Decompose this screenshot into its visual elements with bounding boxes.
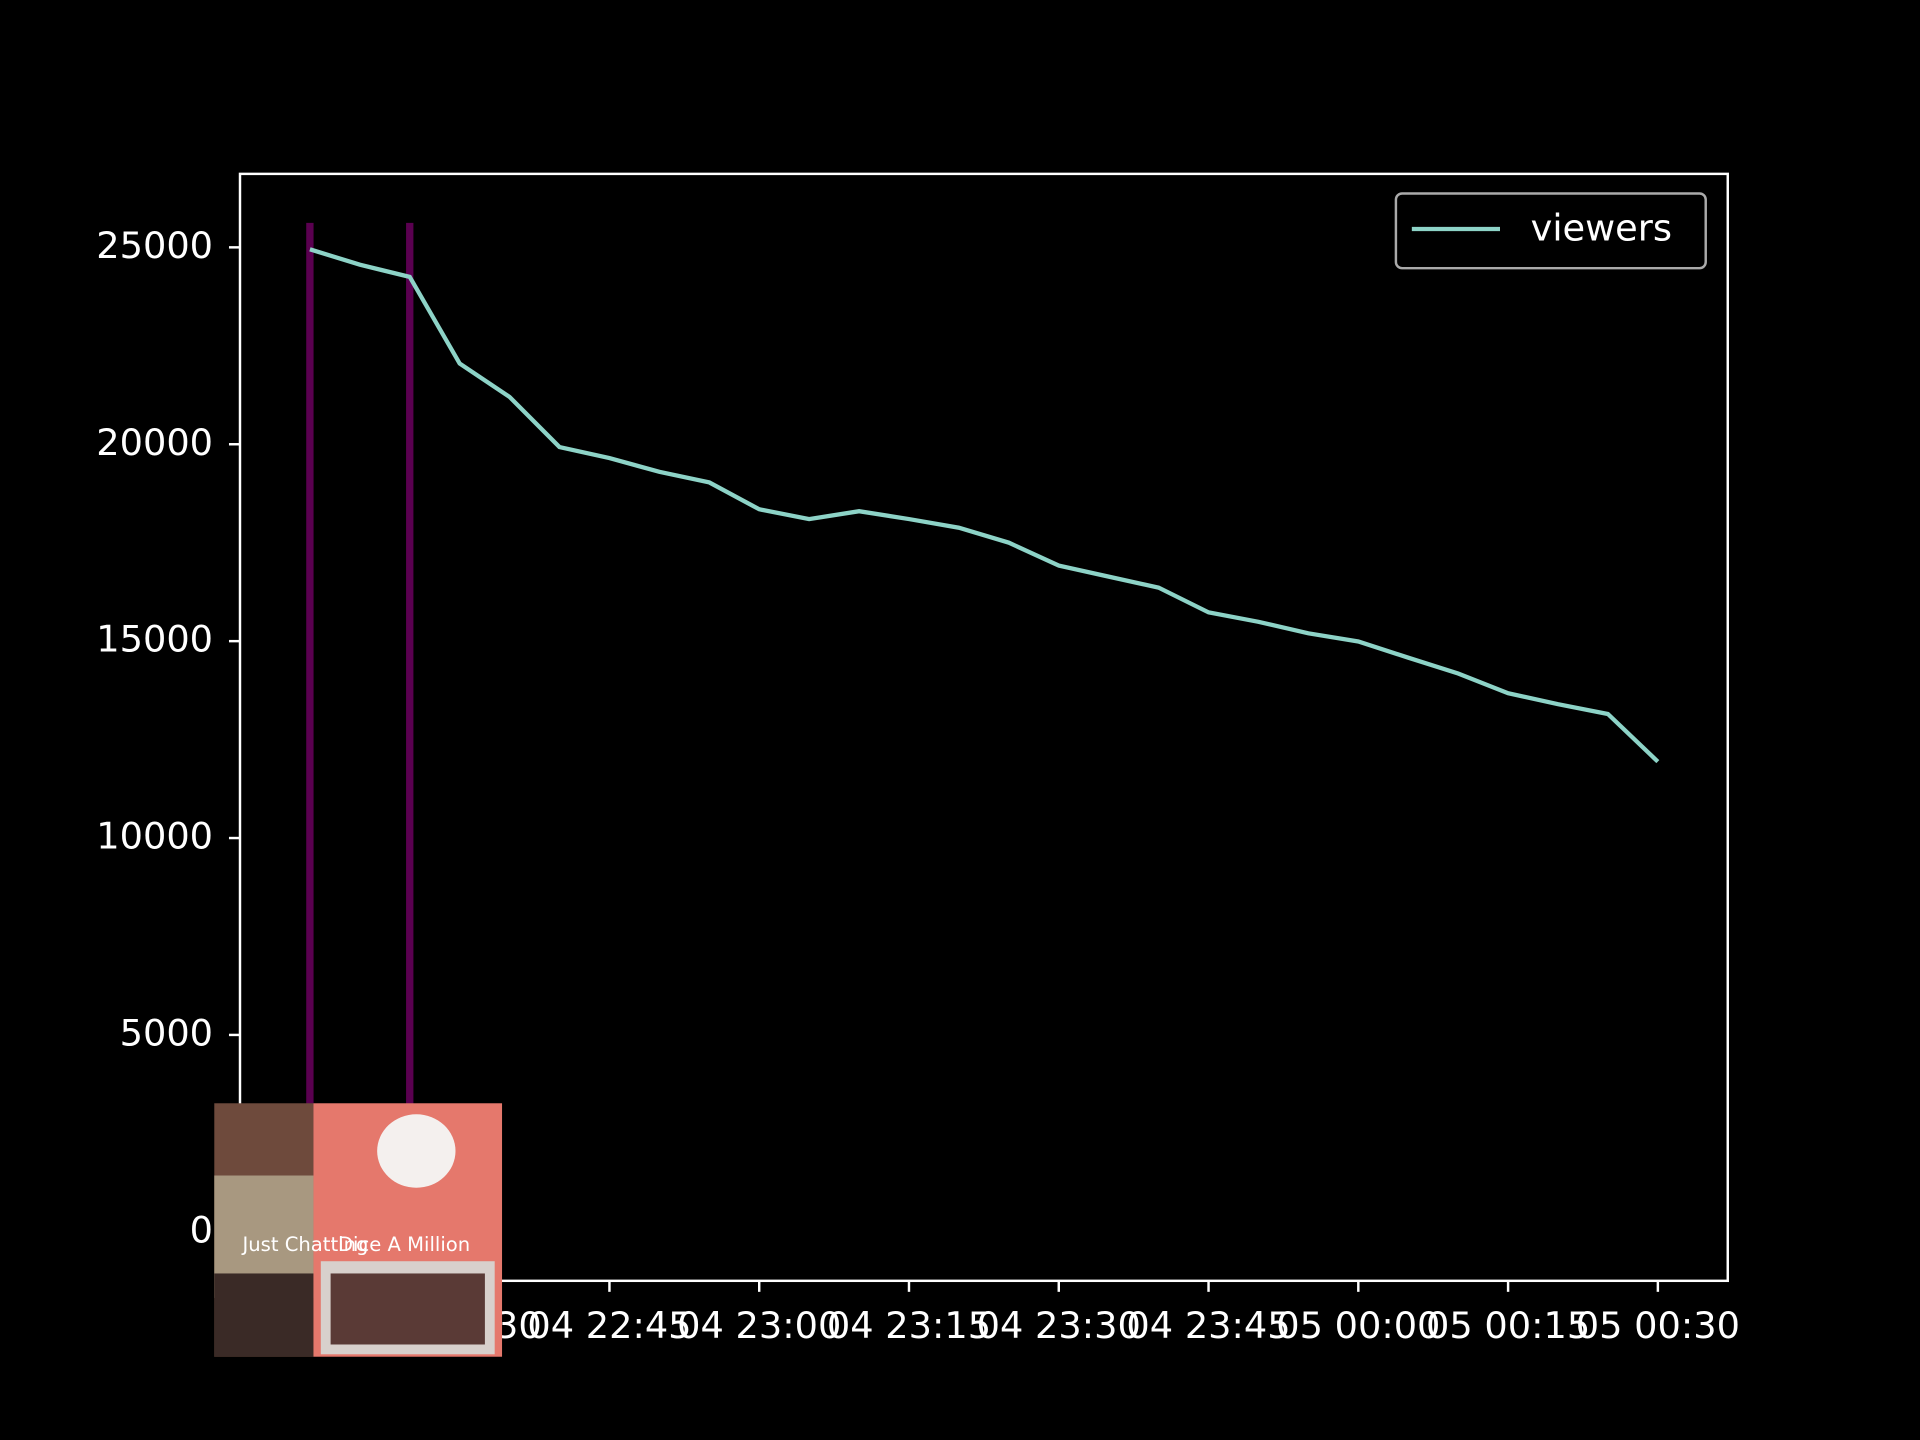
y-tick-label: 15000 xyxy=(96,618,213,661)
thumb-dice-logo-inner xyxy=(330,1273,485,1345)
y-tick-label: 0 xyxy=(190,1208,213,1251)
axes-frame xyxy=(238,172,1729,1283)
x-tick-label: 04 22:45 xyxy=(527,1304,691,1347)
legend-box xyxy=(1394,192,1707,270)
data-line xyxy=(309,247,1660,764)
y-tick-label: 25000 xyxy=(96,224,213,267)
x-tick-label: 04 23:45 xyxy=(1126,1304,1290,1347)
x-tick-label: 04 23:15 xyxy=(827,1304,991,1347)
x-tick-label: 04 23:30 xyxy=(977,1304,1141,1347)
thumb-dice-hand xyxy=(377,1114,456,1188)
y-tick-label: 5000 xyxy=(120,1011,213,1054)
x-tick-label: 05 00:00 xyxy=(1276,1304,1440,1347)
x-tick-label: 04 23:00 xyxy=(677,1304,841,1347)
y-tick-label: 20000 xyxy=(96,421,213,464)
legend-label: viewers xyxy=(1531,207,1672,250)
x-tick-label: 05 00:30 xyxy=(1576,1304,1740,1347)
x-tick-label: 05 00:15 xyxy=(1426,1304,1590,1347)
y-tick-label: 10000 xyxy=(96,815,213,858)
thumb-label: Just Chatting xyxy=(240,1233,368,1256)
thumb-jc-dark xyxy=(214,1273,314,1357)
thumb-label: Dice A Million xyxy=(338,1233,470,1256)
